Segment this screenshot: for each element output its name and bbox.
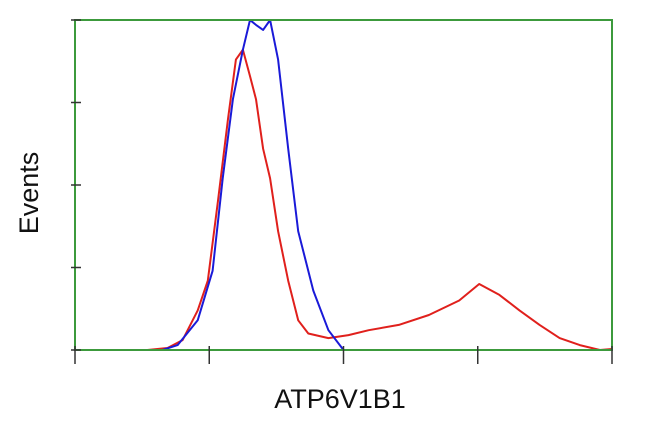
x-axis-label: ATP6V1B1 <box>274 384 406 414</box>
series-line <box>147 48 612 350</box>
plot-area <box>147 20 612 350</box>
plot-frame <box>74 19 613 351</box>
y-axis-label: Events <box>14 152 44 235</box>
series-line <box>162 20 345 350</box>
